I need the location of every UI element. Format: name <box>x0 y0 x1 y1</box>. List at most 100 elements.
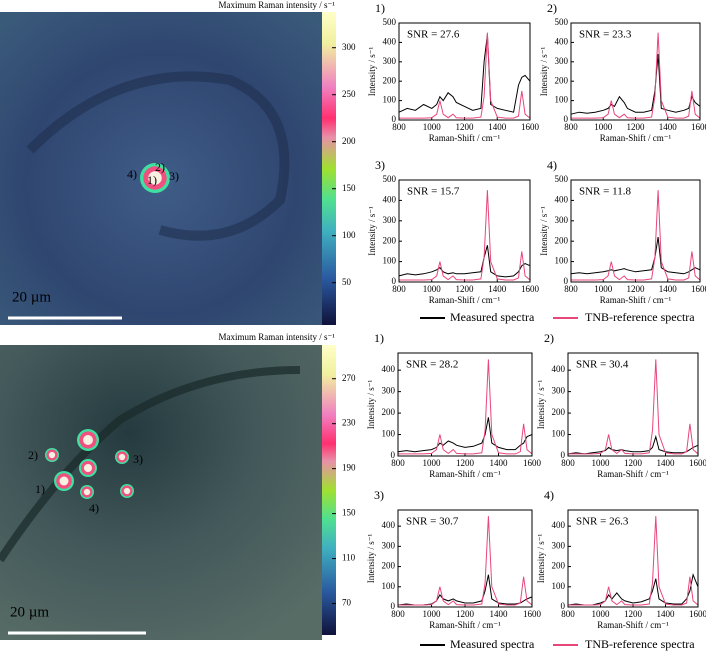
legend-label: TNB-reference spectra <box>585 310 695 324</box>
colorbar-label: Maximum Raman intensity / s⁻¹ <box>219 332 336 342</box>
y-tick-label: 400 <box>555 194 569 204</box>
scale-bar-label: 20 µm <box>10 604 49 620</box>
spectrum-line <box>567 572 699 606</box>
colorbar-tick-label: 300 <box>342 42 356 52</box>
spectrum-line <box>397 417 533 453</box>
y-tick-label: 0 <box>391 450 396 460</box>
x-tick-label: 1400 <box>490 609 509 619</box>
plot-frame <box>397 352 533 457</box>
x-tick-label: 1200 <box>456 122 475 132</box>
y-tick-label: 200 <box>383 75 397 85</box>
x-tick-label: 1400 <box>659 284 678 294</box>
colorbar-tick-label: 190 <box>342 463 356 473</box>
hotspot <box>148 171 162 185</box>
x-axis-label: Raman-Shift / cm⁻¹ <box>429 133 501 143</box>
chart-label: 1) <box>374 331 384 345</box>
colorbar-tick-label: 100 <box>342 230 356 240</box>
chart-label: 2) <box>544 331 554 345</box>
annotation: SNR = 30.7 <box>406 516 459 528</box>
y-tick-label: 300 <box>383 56 397 66</box>
x-tick-label: 1600 <box>521 284 540 294</box>
x-tick-label: 800 <box>561 458 575 468</box>
x-tick-label: 1200 <box>624 609 643 619</box>
x-axis-label: Raman-Shift / cm⁻¹ <box>429 295 501 305</box>
x-tick-label: 1600 <box>689 458 706 468</box>
spectrum-line <box>568 359 699 455</box>
x-tick-label: 800 <box>564 122 578 132</box>
y-axis-label: Intensity / s⁻¹ <box>367 206 377 256</box>
y-tick-label: 100 <box>382 581 396 591</box>
y-axis-label: Intensity / s⁻¹ <box>366 533 376 583</box>
y-tick-label: 100 <box>555 256 569 266</box>
y-tick-label: 200 <box>552 407 566 417</box>
spectrum-line <box>571 190 701 281</box>
x-tick-label: 800 <box>391 458 405 468</box>
y-tick-label: 300 <box>382 386 396 396</box>
y-tick-label: 0 <box>561 601 566 611</box>
cell-outline <box>0 366 301 563</box>
y-tick-label: 200 <box>555 235 569 245</box>
y-axis-label: Intensity / s⁻¹ <box>539 46 549 96</box>
x-tick-label: 1200 <box>456 458 475 468</box>
x-axis-label: Raman-Shift / cm⁻¹ <box>429 469 501 479</box>
x-tick-label: 1000 <box>592 458 611 468</box>
plot-frame <box>398 22 531 121</box>
y-tick-label: 300 <box>382 540 396 550</box>
x-axis-label: Raman-Shift / cm⁻¹ <box>429 620 501 630</box>
x-axis-label: Raman-Shift / cm⁻¹ <box>600 133 672 143</box>
y-tick-label: 0 <box>564 114 569 124</box>
x-tick-label: 800 <box>564 284 578 294</box>
x-tick-label: 800 <box>391 609 405 619</box>
spectrum-line <box>398 34 531 113</box>
y-tick-label: 400 <box>552 520 566 530</box>
x-tick-label: 1600 <box>523 609 542 619</box>
colorbar-tick-label: 50 <box>342 277 352 287</box>
spectrum-line <box>398 245 531 278</box>
spot-label: 2) <box>28 448 38 462</box>
x-tick-label: 1000 <box>594 122 613 132</box>
y-tick-label: 100 <box>555 95 569 105</box>
x-tick-label: 1600 <box>689 609 706 619</box>
y-tick-label: 400 <box>382 520 396 530</box>
hotspot <box>83 488 91 496</box>
y-tick-label: 0 <box>391 601 396 611</box>
x-tick-label: 1600 <box>691 122 706 132</box>
y-tick-label: 200 <box>382 407 396 417</box>
spot-label: 4) <box>89 501 99 515</box>
legend-label: TNB-reference spectra <box>585 637 695 651</box>
spectrum-line <box>570 237 701 275</box>
chart-label: 4) <box>544 488 554 502</box>
x-tick-label: 1400 <box>488 284 507 294</box>
y-axis-label: Intensity / s⁻¹ <box>539 206 549 256</box>
y-tick-label: 200 <box>552 561 566 571</box>
spectrum-line <box>567 434 699 455</box>
hotspot <box>123 487 131 495</box>
y-tick-label: 400 <box>383 36 397 46</box>
x-tick-label: 1000 <box>592 609 611 619</box>
y-tick-label: 400 <box>382 364 396 374</box>
annotation: SNR = 26.3 <box>576 516 629 528</box>
y-tick-label: 0 <box>564 276 569 286</box>
chart-label: 1) <box>375 1 385 15</box>
x-axis-label: Raman-Shift / cm⁻¹ <box>597 620 669 630</box>
x-tick-label: 1200 <box>627 284 646 294</box>
chart-label: 3) <box>375 158 385 172</box>
x-tick-label: 1600 <box>523 458 542 468</box>
colorbar-tick-label: 110 <box>342 553 356 563</box>
x-axis-label: Raman-Shift / cm⁻¹ <box>597 469 669 479</box>
x-tick-label: 1200 <box>456 609 475 619</box>
y-axis-label: Intensity / s⁻¹ <box>367 46 377 96</box>
x-tick-label: 1000 <box>423 609 442 619</box>
spectrum-line <box>571 32 701 119</box>
y-tick-label: 100 <box>552 581 566 591</box>
hotspot <box>118 453 126 461</box>
spot-label: 3) <box>133 452 143 466</box>
y-tick-label: 300 <box>555 215 569 225</box>
hotspot <box>83 435 93 445</box>
scale-bar-label: 20 µm <box>12 289 51 305</box>
y-tick-label: 0 <box>392 114 397 124</box>
x-tick-label: 1000 <box>594 284 613 294</box>
y-tick-label: 500 <box>555 174 569 184</box>
hotspot <box>48 451 56 459</box>
